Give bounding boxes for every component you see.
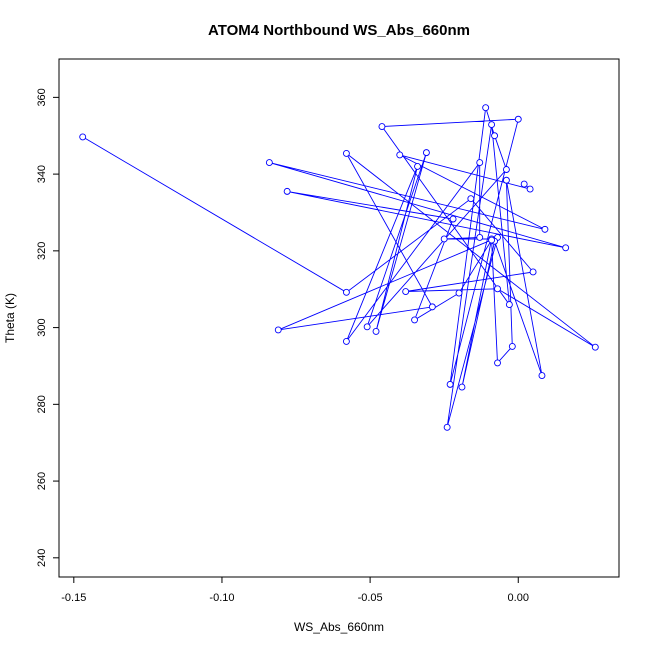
data-point	[538, 372, 546, 380]
y-tick-label: 360	[36, 88, 48, 106]
data-point	[342, 337, 350, 345]
data-point	[520, 180, 528, 188]
data-point	[494, 285, 501, 293]
x-axis-label: WS_Abs_660nm	[294, 620, 384, 634]
chart-title: ATOM4 Northbound WS_Abs_660nm	[208, 22, 470, 39]
data-point	[422, 149, 430, 157]
data-point	[372, 327, 380, 335]
data-point	[455, 289, 463, 297]
data-point	[529, 268, 537, 276]
y-tick-label: 280	[36, 395, 48, 413]
data-point	[508, 342, 516, 350]
data-point	[79, 133, 87, 141]
x-axis: -0.15 -0.10 -0.05 0.00	[61, 576, 529, 604]
data-point	[440, 235, 448, 243]
x-tick-label: 0.00	[508, 592, 529, 604]
data-point	[514, 115, 522, 123]
data-point	[274, 326, 282, 334]
y-axis: 240 260 280 300 320 340 360	[36, 88, 60, 567]
y-tick-label: 320	[36, 242, 48, 260]
data-point	[476, 233, 484, 241]
data-point	[363, 323, 371, 331]
data-point	[502, 176, 510, 184]
series-line	[82, 107, 596, 428]
data-point	[378, 123, 386, 130]
y-tick-label: 260	[36, 472, 48, 490]
data-point	[402, 288, 410, 295]
plot-area	[79, 104, 599, 431]
data-point	[502, 166, 510, 173]
data-point	[458, 383, 466, 391]
data-point	[396, 151, 404, 159]
data-point	[541, 225, 549, 233]
data-point	[414, 162, 421, 170]
data-point	[488, 121, 496, 129]
data-point	[591, 343, 599, 351]
data-point	[494, 359, 501, 367]
data-point	[482, 104, 490, 112]
data-point	[562, 244, 570, 252]
data-point	[342, 288, 350, 296]
data-point	[428, 303, 436, 311]
data-point	[467, 195, 475, 203]
data-point	[449, 215, 457, 223]
x-tick-label: -0.10	[209, 592, 234, 604]
y-tick-label: 240	[36, 549, 48, 567]
x-tick-label: -0.15	[61, 592, 86, 604]
y-tick-label: 300	[36, 318, 48, 336]
data-point	[443, 423, 451, 431]
data-point	[526, 185, 534, 193]
data-point	[446, 380, 454, 388]
data-point	[265, 159, 273, 167]
data-point	[283, 187, 291, 195]
y-axis-label: Theta (K)	[3, 293, 17, 343]
data-point	[488, 236, 496, 244]
data-point	[476, 159, 484, 167]
data-point	[411, 316, 419, 324]
data-point	[505, 301, 513, 309]
data-point	[491, 132, 499, 140]
plot-frame	[58, 58, 620, 578]
x-tick-label: -0.05	[358, 592, 383, 604]
y-tick-label: 340	[36, 165, 48, 183]
data-point	[342, 149, 350, 157]
